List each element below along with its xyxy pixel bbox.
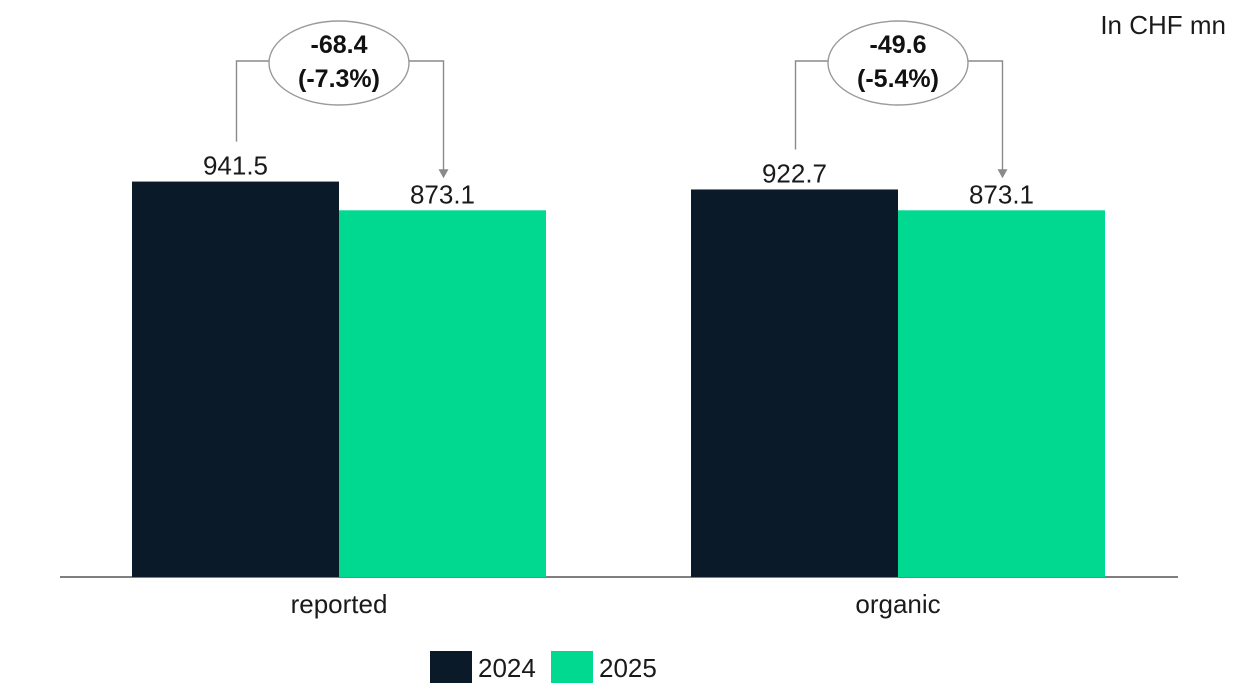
change-absolute-reported: -68.4 <box>311 31 368 59</box>
legend-label-2025: 2025 <box>599 653 657 683</box>
category-label-organic: organic <box>855 589 940 619</box>
data-label-reported-2024: 941.5 <box>203 151 268 181</box>
data-label-organic-2024: 922.7 <box>762 158 827 188</box>
change-bubble-organic <box>827 20 969 106</box>
change-arrowhead-reported <box>438 169 449 179</box>
legend: 2024 2025 <box>430 651 657 683</box>
change-bubble-reported <box>268 20 410 106</box>
change-bracket-left-organic <box>794 60 828 150</box>
bar-organic-2024 <box>691 189 898 577</box>
change-percent-reported: (-7.3%) <box>298 65 380 93</box>
data-label-organic-2025: 873.1 <box>969 179 1034 209</box>
bar-organic-2025 <box>898 210 1105 577</box>
change-arrowhead-organic <box>997 169 1008 179</box>
unit-label: In CHF mn <box>1100 10 1226 40</box>
change-bracket-left-reported <box>235 60 269 142</box>
change-percent-organic: (-5.4%) <box>857 65 939 93</box>
legend-swatch-2024 <box>430 651 472 683</box>
change-bracket-right-organic <box>968 60 1004 171</box>
legend-label-2024: 2024 <box>478 653 536 683</box>
change-absolute-organic: -49.6 <box>870 31 927 59</box>
category-label-reported: reported <box>291 589 388 619</box>
change-bracket-right-reported <box>409 60 445 171</box>
legend-swatch-2025 <box>551 651 593 683</box>
data-label-reported-2025: 873.1 <box>410 179 475 209</box>
bar-reported-2025 <box>339 210 546 577</box>
plot-area: 941.5 873.1 reported -68.4 (-7.3%) 922.7 873.1… <box>60 20 1178 619</box>
bar-reported-2024 <box>132 181 339 577</box>
